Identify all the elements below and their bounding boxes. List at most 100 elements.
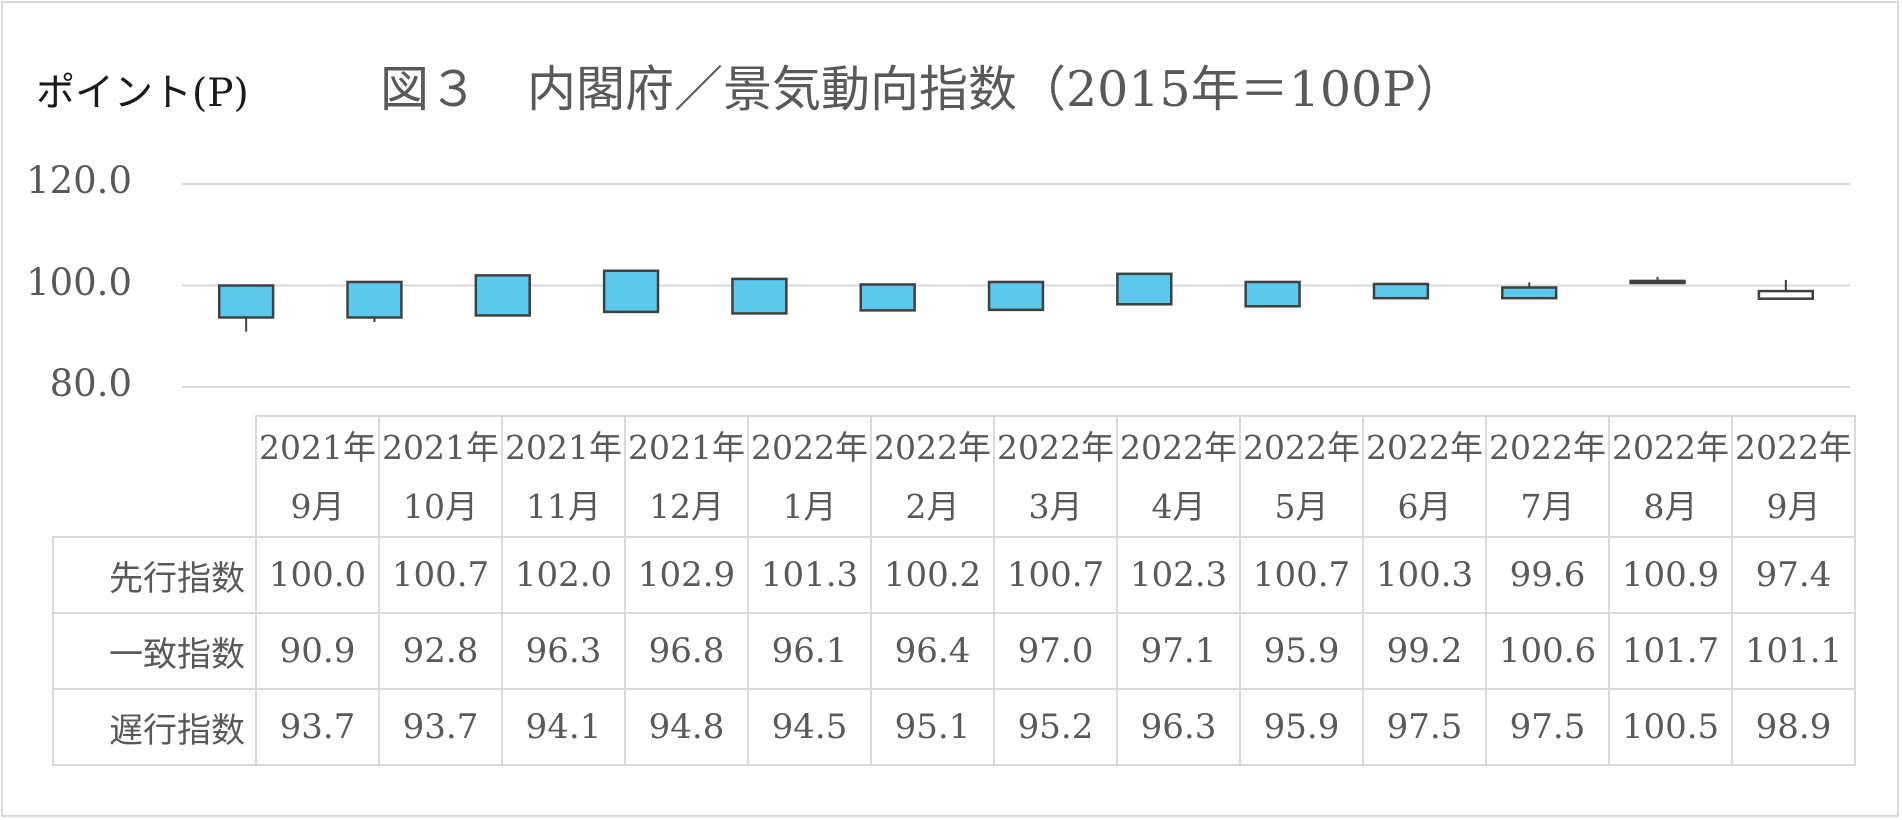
candle-body	[346, 280, 403, 319]
category-month: 9月	[290, 486, 345, 526]
data-label: 93.7	[378, 688, 503, 766]
category-label: 2022年 6月	[1362, 415, 1487, 538]
candle-body	[1244, 280, 1301, 308]
y-tick-label: 80.0	[49, 362, 132, 405]
category-year: 2022年	[1120, 427, 1237, 467]
data-label: 98.9	[1731, 688, 1856, 766]
candle-body	[859, 283, 916, 312]
table-row: 先行指数 100.0 100.7 102.0 102.9 101.3 100.2 100.7 1…	[52, 536, 1856, 614]
data-label: 92.8	[378, 612, 503, 690]
candle-body	[987, 280, 1045, 312]
category-year: 2022年	[874, 427, 991, 467]
category-month: 10月	[403, 486, 478, 526]
category-label: 2022年 7月	[1485, 415, 1610, 538]
series-label: 先行指数	[52, 536, 257, 614]
data-label: 97.5	[1362, 688, 1487, 766]
chart-title: 図３ 内閣府／景気動向指数（2015年＝100P）	[380, 61, 1465, 118]
category-label: 2022年 4月	[1116, 415, 1241, 538]
category-month: 9月	[1766, 486, 1821, 526]
data-label: 96.3	[501, 612, 626, 690]
data-label: 101.7	[1608, 612, 1733, 690]
data-label: 94.5	[747, 688, 872, 766]
category-label: 2022年 3月	[993, 415, 1118, 538]
table-row: 一致指数 90.9 92.8 96.3 96.8 96.1 96.4 97.0 97.1 95.9…	[52, 612, 1856, 690]
candlestick-plot	[182, 183, 1850, 388]
data-label: 94.8	[624, 688, 749, 766]
candle-body	[474, 274, 531, 317]
y-axis-label: ポイント(P)	[36, 71, 249, 116]
candle-body	[602, 269, 660, 314]
category-year: 2022年	[1735, 427, 1852, 467]
data-label: 95.1	[870, 688, 995, 766]
category-label: 2021年 11月	[501, 415, 626, 538]
data-label: 100.9	[1608, 536, 1733, 614]
data-label: 97.4	[1731, 536, 1856, 614]
category-year: 2022年	[1366, 427, 1483, 467]
data-label: 100.5	[1608, 688, 1733, 766]
data-table: 2021年 9月 2021年 10月 2021年 11月 2021年 12月 2022年 1月 20…	[52, 415, 1856, 766]
y-tick-label: 100.0	[26, 261, 132, 304]
data-label: 96.4	[870, 612, 995, 690]
category-label: 2022年 8月	[1608, 415, 1733, 538]
series-label: 遅行指数	[52, 688, 257, 766]
data-label: 101.3	[747, 536, 872, 614]
category-year: 2022年	[751, 427, 868, 467]
category-year: 2022年	[1612, 427, 1729, 467]
data-label: 102.3	[1116, 536, 1241, 614]
category-year: 2022年	[1243, 427, 1360, 467]
table-row: 遅行指数 93.7 93.7 94.1 94.8 94.5 95.1 95.2 96.3 95.9…	[52, 688, 1856, 766]
category-year: 2021年	[505, 427, 622, 467]
data-label: 93.7	[255, 688, 380, 766]
category-month: 1月	[782, 486, 837, 526]
data-label: 96.1	[747, 612, 872, 690]
data-label: 90.9	[255, 612, 380, 690]
category-year: 2021年	[628, 427, 745, 467]
category-label: 2021年 10月	[378, 415, 503, 538]
category-label: 2022年 9月	[1731, 415, 1856, 538]
data-label: 102.0	[501, 536, 626, 614]
category-label: 2021年 9月	[255, 415, 380, 538]
data-label: 95.9	[1239, 688, 1364, 766]
data-label: 100.6	[1485, 612, 1610, 690]
candle-body	[217, 284, 275, 319]
category-month: 12月	[649, 486, 724, 526]
category-month: 5月	[1274, 486, 1329, 526]
data-label: 100.7	[1239, 536, 1364, 614]
candle-body	[1501, 286, 1558, 300]
category-month: 6月	[1397, 486, 1452, 526]
category-label: 2021年 12月	[624, 415, 749, 538]
category-year: 2022年	[997, 427, 1114, 467]
candle-body	[1629, 279, 1686, 285]
category-year: 2022年	[1489, 427, 1606, 467]
category-month: 2月	[905, 486, 960, 526]
category-month: 7月	[1520, 486, 1575, 526]
category-label: 2022年 2月	[870, 415, 995, 538]
data-label: 99.2	[1362, 612, 1487, 690]
category-year: 2021年	[382, 427, 499, 467]
data-label: 99.6	[1485, 536, 1610, 614]
candle-body	[1757, 289, 1815, 300]
category-year: 2021年	[259, 427, 376, 467]
category-month: 3月	[1028, 486, 1083, 526]
category-month: 11月	[526, 486, 601, 526]
data-label: 100.3	[1362, 536, 1487, 614]
y-tick-label: 120.0	[26, 159, 132, 202]
data-label: 97.1	[1116, 612, 1241, 690]
data-label: 96.3	[1116, 688, 1241, 766]
data-label: 100.7	[378, 536, 503, 614]
data-label: 102.9	[624, 536, 749, 614]
data-label: 96.8	[624, 612, 749, 690]
table-corner	[53, 416, 257, 538]
candle-body	[1372, 282, 1430, 300]
data-label: 95.2	[993, 688, 1118, 766]
category-month: 8月	[1643, 486, 1698, 526]
data-label: 100.2	[870, 536, 995, 614]
data-label: 101.1	[1731, 612, 1856, 690]
data-label: 95.9	[1239, 612, 1364, 690]
candle-body	[1116, 272, 1173, 306]
candle-body	[731, 277, 788, 315]
category-label: 2022年 1月	[747, 415, 872, 538]
category-month: 4月	[1151, 486, 1206, 526]
data-label: 94.1	[501, 688, 626, 766]
